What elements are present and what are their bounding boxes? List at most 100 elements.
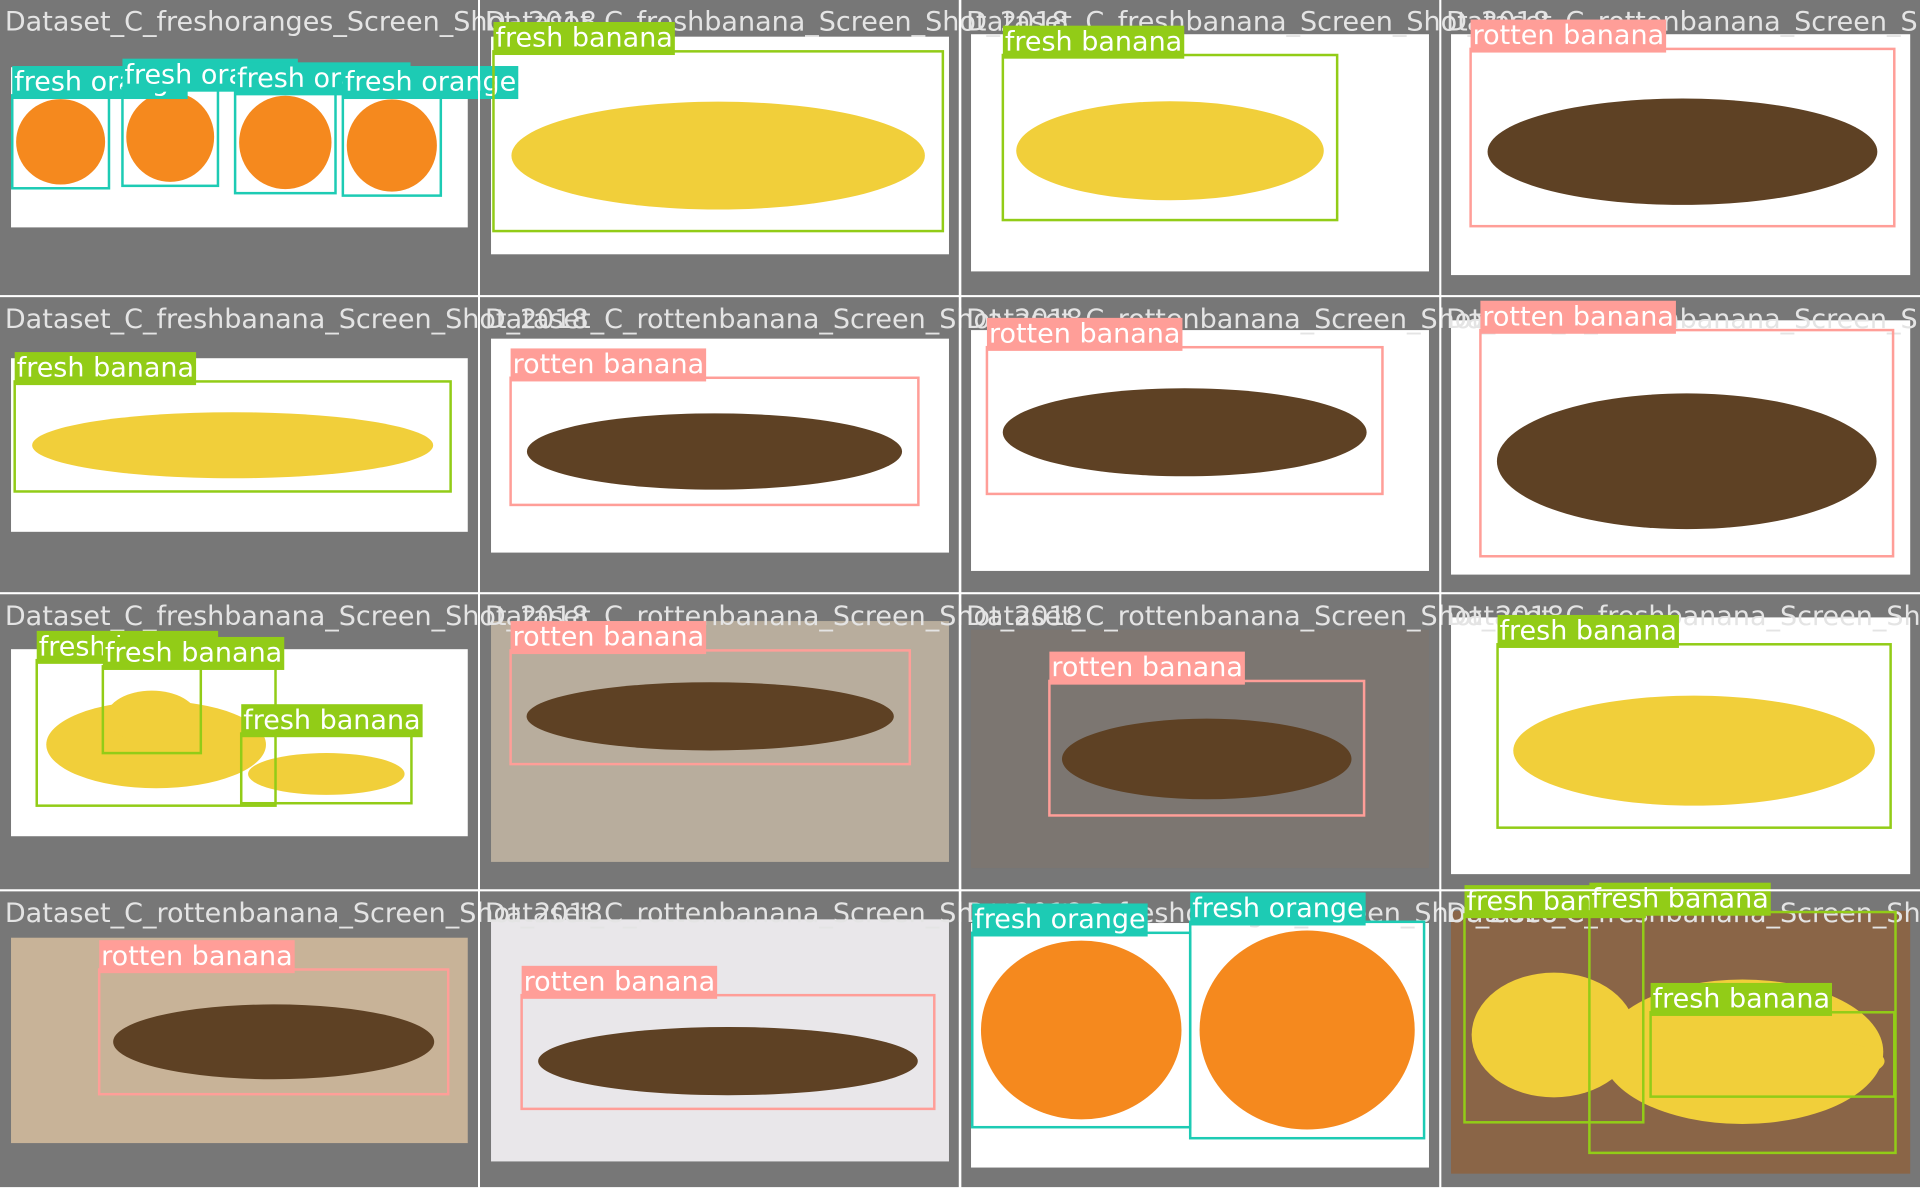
- label-background: [510, 348, 707, 382]
- tile: [0, 0, 479, 296]
- tile: [0, 594, 479, 891]
- detection: rotten banana: [1048, 651, 1366, 817]
- label-background: [102, 636, 285, 670]
- box-label: fresh banana: [243, 705, 420, 736]
- detection: fresh banana: [492, 22, 945, 233]
- detection: fresh banana: [1001, 25, 1339, 222]
- fruit: [1660, 1035, 1885, 1087]
- detection: rotten banana: [509, 348, 920, 507]
- box-label: rotten banana: [513, 349, 705, 380]
- box-label: rotten banana: [101, 941, 293, 972]
- fruit: [239, 95, 332, 190]
- box-label: fresh banana: [1005, 26, 1182, 57]
- label-background: [510, 621, 707, 655]
- bounding-box: [509, 376, 920, 507]
- label-background: [1049, 651, 1245, 685]
- label-background: [521, 965, 718, 999]
- box-label: rotten banana: [1482, 301, 1674, 332]
- bounding-box: [13, 380, 452, 493]
- fruit: [980, 940, 1182, 1120]
- box-label: rotten banana: [513, 622, 705, 653]
- label-background: [241, 704, 423, 738]
- detection: rotten banana: [985, 317, 1384, 496]
- fruit: [1487, 98, 1878, 205]
- bounding-box: [492, 50, 945, 233]
- box-label: rotten banana: [524, 966, 716, 997]
- fruit: [248, 753, 405, 795]
- detection: fresh orange: [970, 903, 1192, 1129]
- box-label: fresh banana: [1591, 883, 1768, 914]
- fruit: [46, 700, 266, 789]
- tile: [480, 0, 959, 296]
- detection: rotten banana: [520, 965, 936, 1111]
- separator: [1439, 0, 1442, 1192]
- tile-title: Dataset_C_freshbanana_Screen_Shot_2018: [5, 304, 589, 335]
- detection: rotten banana: [1469, 19, 1896, 228]
- box-label: rotten banana: [1051, 652, 1243, 683]
- box-label: fresh banana: [17, 353, 194, 384]
- tile-title: Dataset_C_rottenbanana_Screen_Shot_2018: [485, 304, 1083, 335]
- fruit: [1496, 393, 1877, 530]
- bounding-box: [1496, 643, 1892, 829]
- bounding-box: [520, 993, 936, 1111]
- separator: [0, 889, 1920, 892]
- separator: [0, 592, 1920, 595]
- detection: fresh orange: [1188, 892, 1426, 1140]
- label-background: [1589, 882, 1771, 916]
- tile: [961, 0, 1440, 296]
- fruit: [1016, 101, 1324, 201]
- label-background: [1190, 892, 1366, 926]
- label-background: [493, 22, 675, 56]
- tile-title: Dataset_C_rottenbanana_Screen_Shot_2018: [5, 898, 603, 929]
- label-background: [99, 940, 295, 974]
- fruit: [526, 413, 903, 490]
- detection: fresh orange: [341, 66, 519, 197]
- bounding-box: [1469, 47, 1896, 228]
- bounding-box: [1479, 328, 1895, 558]
- detection: fresh banana: [13, 352, 452, 493]
- detection: rotten banana: [97, 940, 450, 1096]
- box-label: fresh banana: [1653, 984, 1830, 1015]
- fruit: [1002, 388, 1367, 477]
- fruit: [1471, 972, 1637, 1098]
- fruit: [1513, 695, 1875, 806]
- tile-title: Dataset_C_rottenbanana_Screen_Shot_2018: [966, 601, 1564, 632]
- fruit: [32, 412, 434, 479]
- tile: [1441, 297, 1920, 593]
- label-background: [1480, 300, 1676, 334]
- tile: [0, 297, 479, 593]
- tile: [0, 891, 479, 1188]
- detection: rotten banana: [509, 621, 912, 766]
- tile: [961, 891, 1440, 1188]
- fruit: [1061, 718, 1352, 800]
- label-background: [1497, 614, 1679, 648]
- fruit: [16, 99, 106, 185]
- fruit: [1199, 930, 1415, 1130]
- fruit: [113, 1004, 435, 1080]
- tile-title: Dataset_C_freshbanana_Screen_Shot_2018: [5, 601, 589, 632]
- box-label: fresh orange: [345, 67, 516, 98]
- box-label: fresh banana: [105, 638, 282, 669]
- fruit: [538, 1027, 918, 1096]
- tile: [480, 297, 959, 593]
- label-background: [1002, 25, 1185, 59]
- box-label: rotten banana: [1473, 20, 1665, 51]
- box-label: fresh banana: [1500, 616, 1677, 647]
- fruit: [346, 99, 437, 192]
- tile: [961, 594, 1440, 891]
- tile: [480, 891, 959, 1188]
- fruit: [511, 101, 925, 210]
- detection: fresh banana: [1496, 614, 1892, 829]
- label-background: [1470, 19, 1667, 53]
- box-label: rotten banana: [989, 318, 1181, 349]
- bounding-box: [985, 345, 1384, 496]
- fruit: [526, 682, 894, 751]
- label-background: [14, 352, 197, 386]
- detection: fresh banana: [1649, 982, 1896, 1098]
- label-background: [342, 66, 519, 100]
- detection: fresh banana: [239, 704, 423, 805]
- bounding-box: [509, 649, 912, 766]
- tile: [1441, 891, 1920, 1188]
